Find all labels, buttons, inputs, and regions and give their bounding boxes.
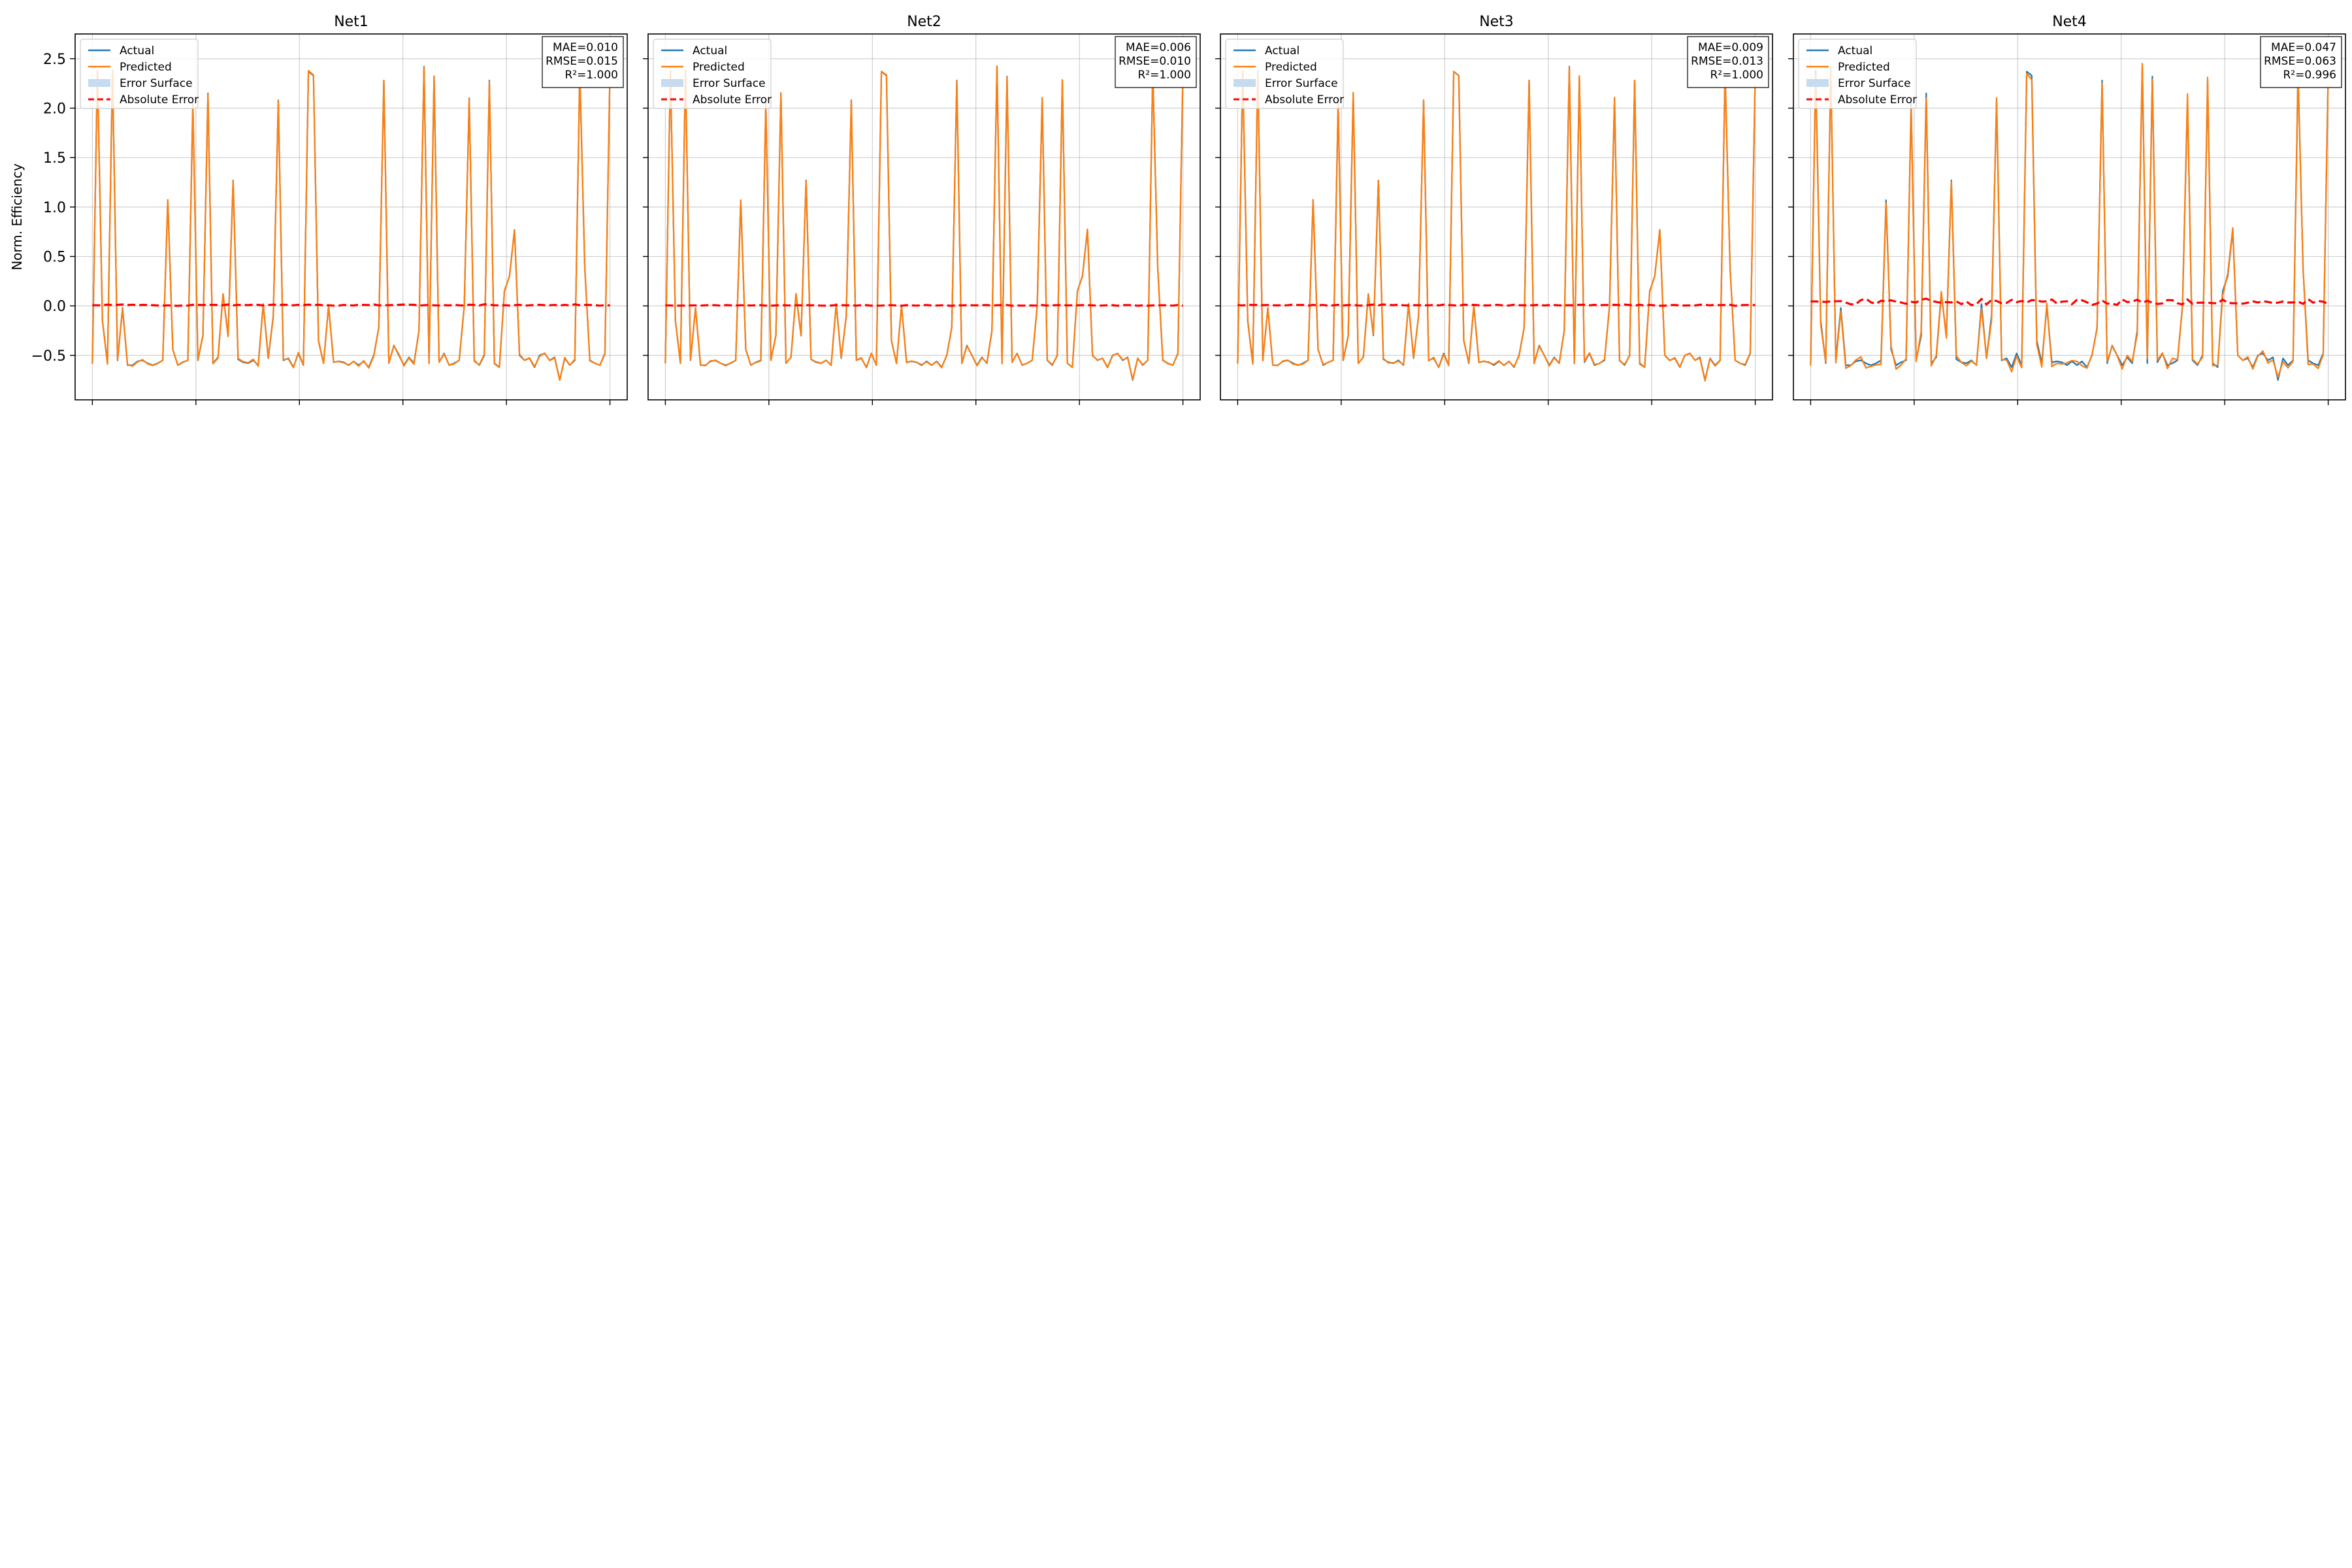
metric-label: R²=1.000 [1137,69,1191,82]
legend-label: Absolute Error [1838,93,1917,106]
subplot-title: Net4 [2052,14,2087,30]
metrics-frame [1115,36,1197,88]
subplot-1: −0.5 0.0 0.5 1.0 1.5 2.0 2.5 Net1 Actual Predicte… [31,14,628,405]
metric-label: MAE=0.009 [1698,41,1763,54]
legend: Actual Predicted Error Surface Absolute Err… [1225,39,1344,109]
series-predicted-line [1810,63,2329,378]
metric-label: MAE=0.047 [2271,41,2336,54]
plot-area [91,65,611,382]
plot-area [1237,65,1756,382]
legend-swatch-patch [661,79,683,87]
y-tick-label: −0.5 [31,348,66,365]
subplot-grid: −0.5 0.0 0.5 1.0 1.5 2.0 2.5 Net1 Actual Predicte… [31,14,2346,405]
axes-frame [1793,33,2346,400]
metric-label: MAE=0.010 [553,41,618,54]
plot-area [1810,63,2329,381]
subplot-3: Net3 Actual Predicted Error Surface Absolute… [1215,14,1773,405]
series-predicted-line [664,65,1184,381]
legend-box [1798,39,1917,109]
metric-label: R²=1.000 [1710,69,1763,82]
legend-label: Absolute Error [120,93,199,106]
metrics-frame [542,36,624,88]
legend-box [80,39,199,109]
y-tick-label: 1.5 [43,150,66,167]
legend-label: Error Surface [120,77,193,90]
legend-box [1225,39,1344,109]
legend-swatch-patch [88,79,110,87]
metric-label: RMSE=0.013 [1691,55,1763,68]
axes-frame [1220,33,1773,400]
y-tick-label: 0.0 [43,299,66,315]
metric-label: R²=0.996 [2283,69,2336,82]
series-absolute-error-line [1810,297,2329,306]
subplot-title: Net3 [1479,14,1514,30]
y-tick-label: 1.0 [43,200,66,216]
series-absolute-error-line [1237,303,1756,307]
subplot-title: Net1 [334,14,368,30]
legend-label: Actual [120,44,154,57]
legend: Actual Predicted Error Surface Absolute Err… [1798,39,1917,109]
legend-label: Error Surface [693,77,766,90]
subplot-title: Net2 [907,14,941,30]
legend-label: Predicted [1838,61,1890,74]
legend-label: Error Surface [1838,77,1911,90]
series-absolute-error-line [92,303,610,307]
legend-label: Predicted [693,61,745,74]
metric-label: RMSE=0.010 [1119,55,1191,68]
legend: Actual Predicted Error Surface Absolute Err… [653,39,772,109]
plot-area [664,65,1184,381]
legend-label: Actual [1265,44,1299,57]
metric-label: R²=1.000 [564,69,618,82]
y-axis-label: Norm. Efficiency [9,163,25,270]
legend-label: Predicted [120,61,172,74]
metrics-frame [2260,36,2342,88]
axes-frame [74,33,628,400]
legend-box [653,39,772,109]
legend-label: Predicted [1265,61,1317,74]
legend-label: Absolute Error [1265,93,1344,106]
subplot-4: Net4 Actual Predicted Error Surface Absolute… [1788,14,2346,405]
legend-swatch-patch [1233,79,1256,87]
metric-label: RMSE=0.063 [2264,55,2336,68]
legend-label: Actual [693,44,727,57]
y-tick-label: 2.0 [43,101,66,118]
series-predicted-line [1237,66,1756,382]
y-tick-label: 0.5 [43,250,66,266]
legend-label: Absolute Error [693,93,772,106]
legend: Actual Predicted Error Surface Absolute Err… [80,39,199,109]
legend-swatch-patch [1806,79,1829,87]
metric-label: RMSE=0.015 [546,55,618,68]
legend-label: Actual [1838,44,1872,57]
series-absolute-error-line [665,304,1183,307]
subplot-2: Net2 Actual Predicted Error Surface Absolute… [643,14,1201,405]
y-tick-label: 2.5 [43,52,66,68]
axes-frame [647,33,1201,400]
metrics-frame [1687,36,1769,88]
series-predicted-line [91,66,611,382]
legend-label: Error Surface [1265,77,1338,90]
metric-label: MAE=0.006 [1126,41,1191,54]
